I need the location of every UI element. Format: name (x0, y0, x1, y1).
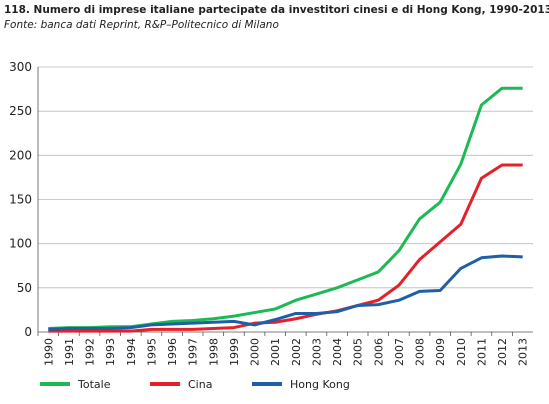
series-line (48, 86, 523, 330)
y-tick-label: 100 (9, 237, 32, 251)
x-tick-label: 2010 (455, 338, 468, 366)
x-tick-label: 2004 (331, 338, 344, 366)
y-tick-label: 250 (9, 104, 32, 118)
x-tick-label: 1996 (166, 338, 179, 366)
x-tick-label: 1998 (207, 338, 220, 366)
x-tick-label: 1994 (125, 338, 138, 366)
x-tick-label: 2002 (290, 338, 303, 366)
x-tick-label: 1992 (84, 338, 97, 366)
chart-subtitle: Fonte: banca dati Reprint, R&P–Politecni… (4, 19, 279, 31)
y-tick-label: 150 (9, 193, 32, 207)
series-line (48, 254, 523, 331)
x-tick-label: 1995 (145, 338, 158, 366)
x-tick-label: 1990 (42, 338, 55, 366)
x-tick-label: 2011 (475, 338, 488, 366)
x-tick-label: 2009 (434, 338, 447, 366)
x-tick-label: 2007 (393, 338, 406, 366)
legend-label: Hong Kong (290, 378, 350, 391)
x-tick-label: 2003 (310, 338, 323, 366)
y-tick-label: 200 (9, 148, 32, 162)
x-tick-label: 2000 (249, 338, 262, 366)
x-tick-label: 2001 (269, 338, 282, 366)
x-tick-label: 2013 (517, 338, 530, 366)
x-tick-label: 2005 (352, 338, 365, 366)
x-tick-label: 1999 (228, 338, 241, 366)
x-tick-label: 2008 (414, 338, 427, 366)
legend-label: Totale (77, 378, 111, 391)
y-tick-label: 300 (9, 60, 32, 74)
y-tick-label: 0 (24, 325, 32, 339)
x-tick-label: 1997 (187, 338, 200, 366)
chart-title: 118. Numero di imprese italiane partecip… (4, 4, 549, 16)
x-tick-label: 2006 (372, 338, 385, 366)
x-tick-label: 2012 (496, 338, 509, 366)
series-line (48, 163, 523, 333)
x-tick-label: 1991 (63, 338, 76, 366)
legend-label: Cina (188, 378, 212, 391)
y-tick-label: 50 (17, 281, 32, 295)
x-tick-label: 1993 (104, 338, 117, 366)
